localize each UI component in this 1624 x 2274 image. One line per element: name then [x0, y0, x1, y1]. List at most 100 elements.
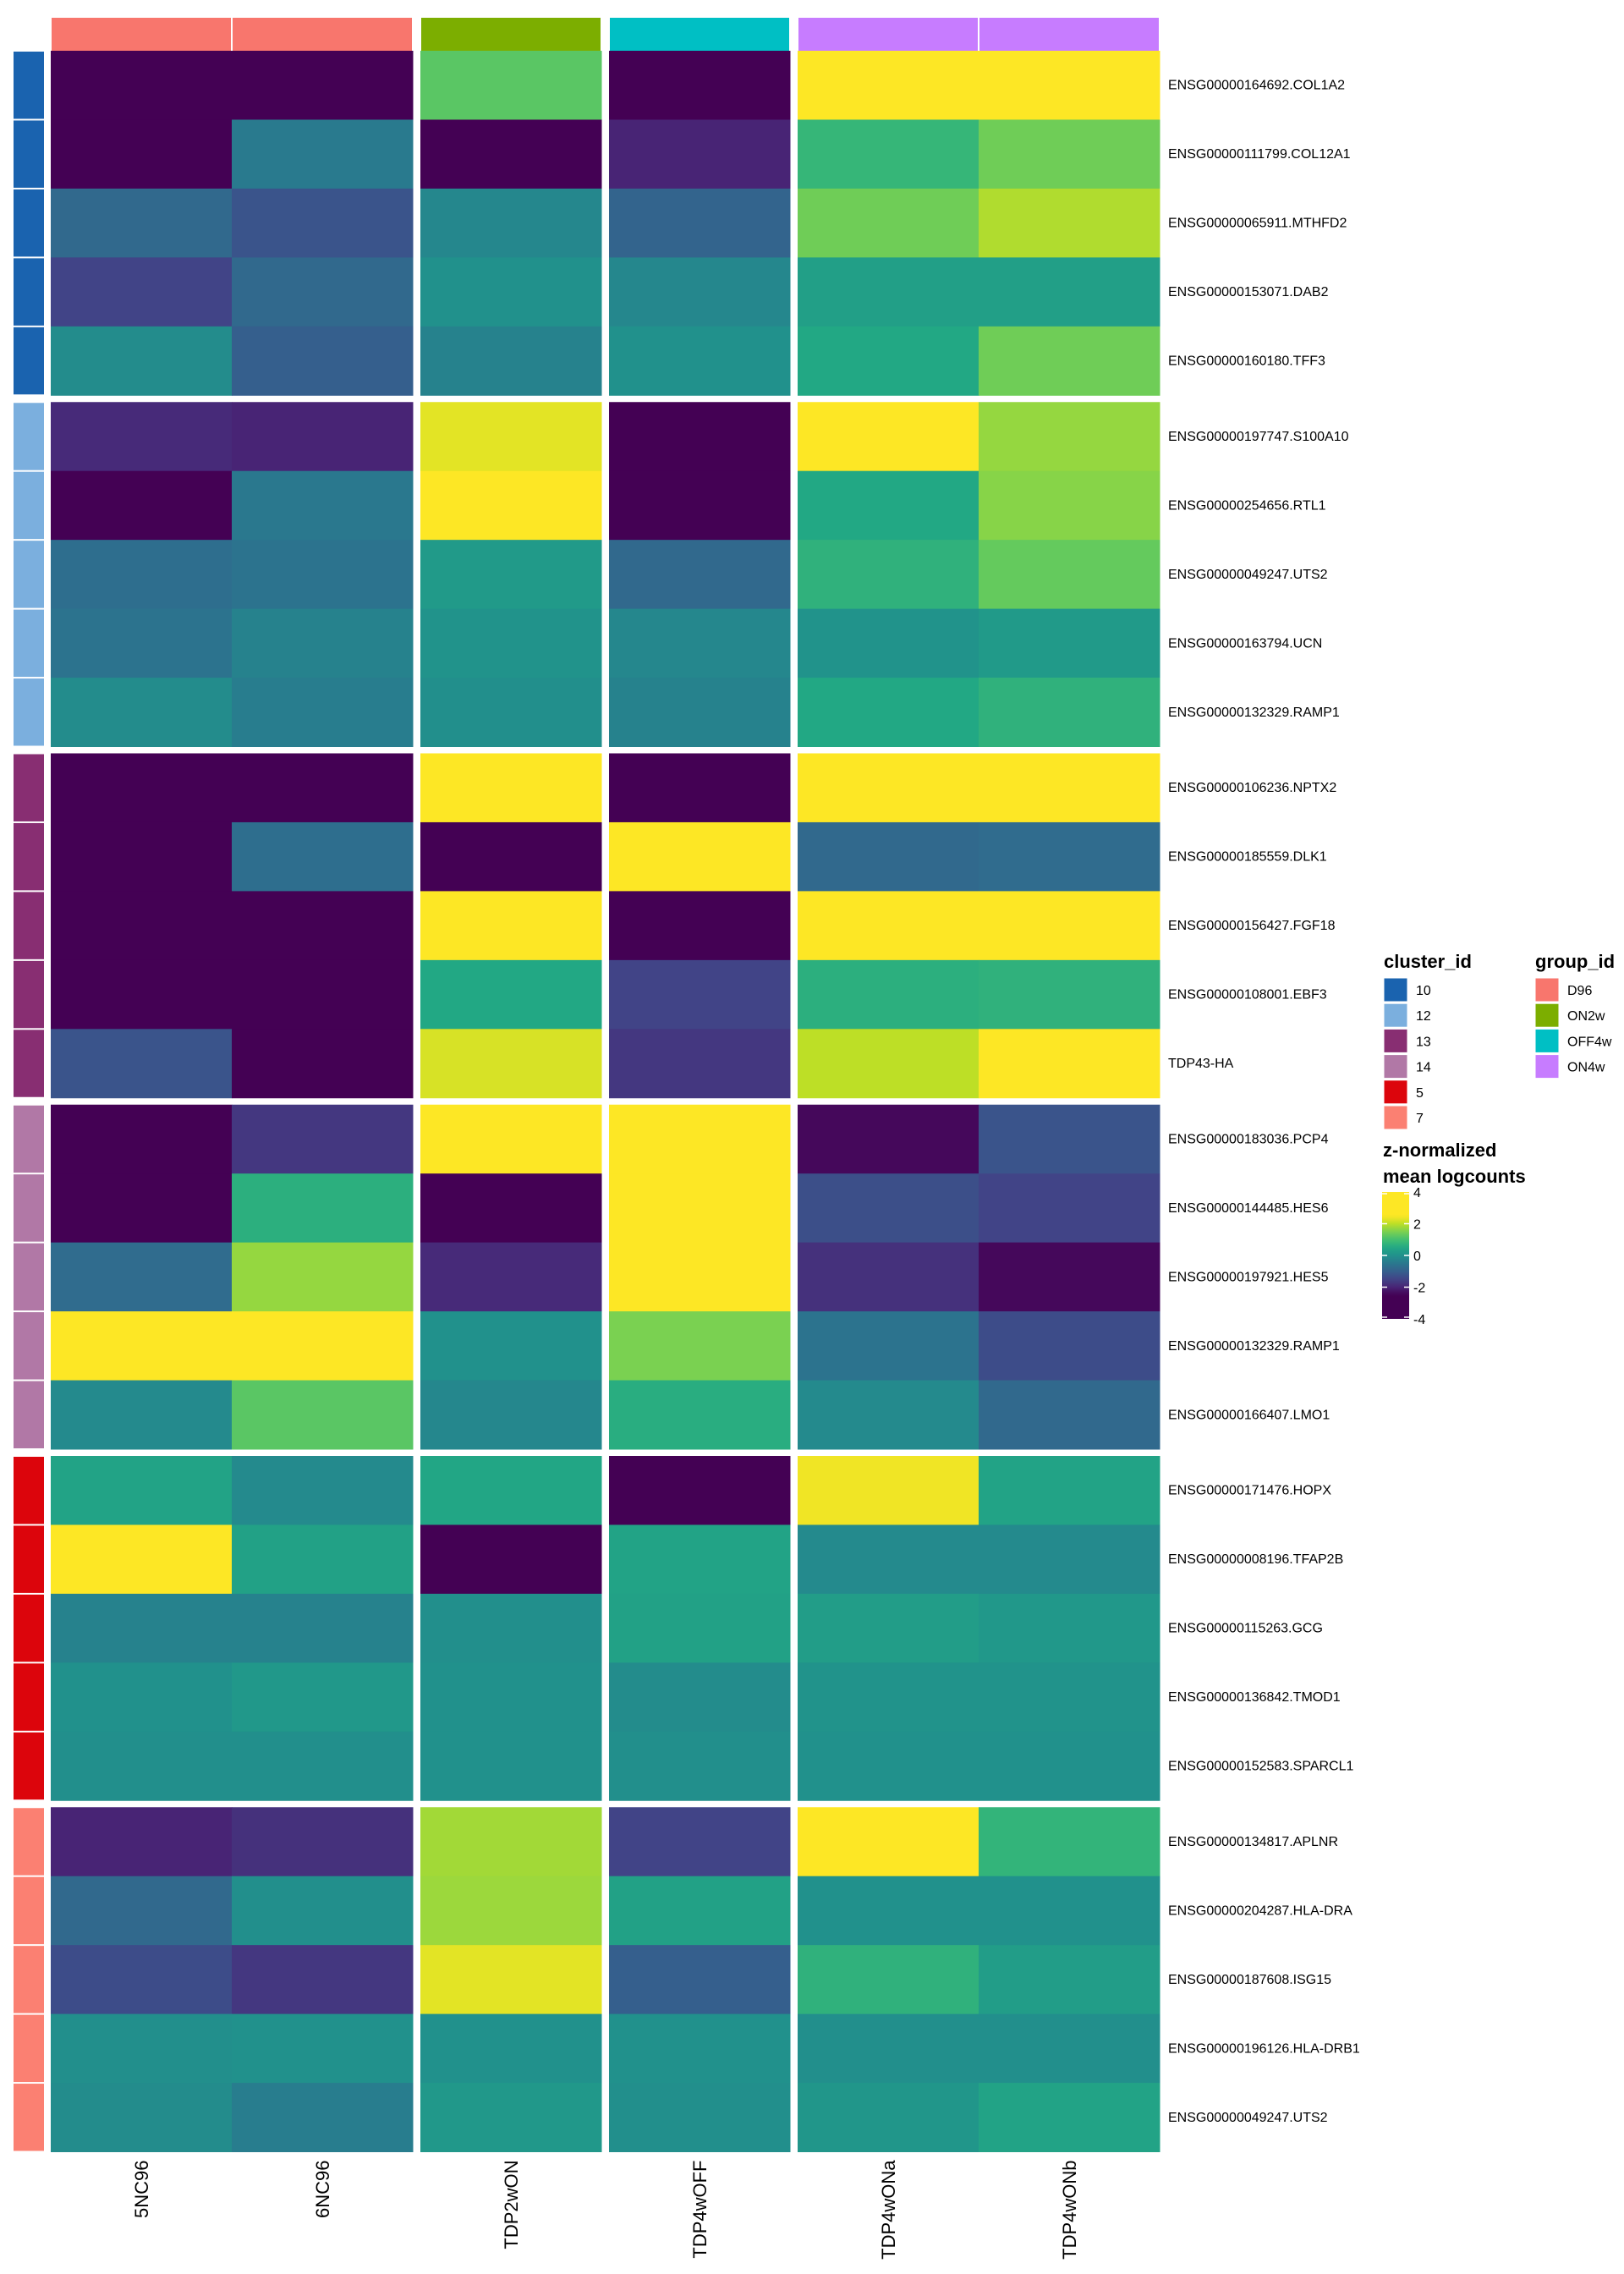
column-label: 5NC96	[131, 2161, 152, 2218]
heatmap-cell	[51, 540, 233, 610]
legend-label: 10	[1416, 984, 1431, 998]
heatmap-cell	[979, 1242, 1160, 1312]
cluster-annotation-cell	[14, 1663, 44, 1731]
heatmap-cell	[798, 1524, 979, 1595]
column-labels: 5NC96 6NC96 TDP2wON TDP4wOFF TDP4wONa TDP4wON…	[131, 2160, 1080, 2260]
heatmap-cell	[51, 1380, 233, 1450]
heatmap-cell	[232, 1876, 414, 1946]
row-label: ENSG00000163794.UCN	[1168, 636, 1322, 651]
heatmap-cell	[51, 1311, 233, 1381]
heatmap-cell	[420, 1104, 602, 1174]
legend-swatch	[1383, 1054, 1408, 1079]
row-label: ENSG00000065911.MTHFD2	[1168, 217, 1347, 231]
heatmap-cell	[979, 753, 1160, 823]
colorbar-tick-label: -2	[1413, 1282, 1425, 1296]
heatmap-cell	[51, 326, 233, 396]
cluster-annotation-cell	[14, 1174, 44, 1242]
heatmap-cell	[798, 1380, 979, 1450]
heatmap-cell	[609, 753, 791, 823]
row-label: ENSG00000171476.HOPX	[1168, 1484, 1331, 1498]
cluster-annotation-cell	[14, 2014, 44, 2083]
heatmap-cell	[420, 1311, 602, 1381]
cluster-annotation-cell	[14, 120, 44, 188]
heatmap-cell	[51, 821, 233, 892]
heatmap-cell	[798, 257, 979, 327]
colorbar-title-line-1: z-normalized	[1383, 1140, 1496, 1161]
heatmap-cell	[798, 402, 979, 472]
legend-group-title: group_id	[1535, 951, 1615, 972]
legend-colorbar: z-normalized mean logcounts 4 2 0 -2 -4	[1382, 1140, 1526, 1327]
heatmap-cell	[232, 257, 414, 327]
row-label: ENSG00000196126.HLA-DRB1	[1168, 2041, 1360, 2056]
legend-label: ON4w	[1567, 1061, 1605, 1075]
row-label: TDP43-HA	[1168, 1057, 1234, 1071]
heatmap-cell	[979, 1876, 1160, 1946]
heatmap-cell	[420, 1380, 602, 1450]
row-label: ENSG00000115263.GCG	[1168, 1622, 1323, 1636]
heatmap-cell	[979, 119, 1160, 190]
heatmap-cell	[979, 1731, 1160, 1801]
column-label: TDP2wON	[501, 2161, 522, 2249]
heatmap-cell	[232, 1029, 414, 1099]
colorbar-tick-label: 0	[1413, 1250, 1421, 1264]
heatmap-cell	[232, 821, 414, 892]
heatmap-cell	[51, 1945, 233, 2015]
heatmap-cell	[979, 1524, 1160, 1595]
heatmap-cell	[232, 678, 414, 747]
heatmap-cell	[51, 891, 233, 961]
heatmap-cell	[51, 753, 233, 823]
heatmap-cell	[232, 470, 414, 541]
row-label: ENSG00000153071.DAB2	[1168, 285, 1329, 299]
heatmap-cell	[420, 1945, 602, 2015]
heatmap-cell	[979, 1380, 1160, 1450]
heatmap-cell	[51, 1876, 233, 1946]
legend-swatch	[1534, 977, 1560, 1002]
heatmap-cell	[798, 1876, 979, 1946]
heatmap-cell	[232, 1731, 414, 1801]
cluster-annotation-cell	[14, 327, 44, 395]
cluster-annotation-cell	[14, 1243, 44, 1311]
cluster-annotation-cell	[14, 541, 44, 608]
legend-group-id: group_id D96 ON2w OFF4w ON4w	[1534, 951, 1615, 1079]
heatmap-cell	[51, 1456, 233, 1525]
heatmap-cell	[232, 753, 414, 823]
legend-cluster-id: cluster_id 10 12 13 14 5 7	[1383, 951, 1472, 1130]
heatmap-cell	[232, 51, 414, 120]
cluster-annotation-cell	[14, 892, 44, 959]
heatmap-cell	[979, 188, 1160, 258]
heatmap-cell	[51, 1173, 233, 1244]
heatmap-cell	[232, 326, 414, 396]
heatmap-cell	[609, 1876, 791, 1946]
row-label: ENSG00000106236.NPTX2	[1168, 781, 1336, 795]
heatmap-cell	[420, 1662, 602, 1733]
heatmap-cell	[609, 821, 791, 892]
heatmap-cell	[979, 1945, 1160, 2015]
legend-swatch	[1383, 1028, 1408, 1053]
row-label: ENSG00000160180.TFF3	[1168, 354, 1325, 369]
heatmap-cell	[420, 51, 602, 120]
heatmap-cell	[798, 540, 979, 610]
heatmap-cell	[420, 1731, 602, 1801]
heatmap-cell	[420, 753, 602, 823]
column-label: TDP4wOFF	[689, 2161, 710, 2259]
row-label: ENSG00000187608.ISG15	[1168, 1973, 1331, 1987]
heatmap-cell	[51, 257, 233, 327]
cluster-annotation-cell	[14, 471, 44, 540]
heatmap-cell	[798, 1945, 979, 2015]
cluster-annotation-cell	[14, 678, 44, 746]
heatmap-cell	[609, 1311, 791, 1381]
heatmap-cell	[609, 1524, 791, 1595]
heatmap-cell	[51, 1524, 233, 1595]
heatmap-cell	[420, 2083, 602, 2152]
heatmap-cell	[979, 2013, 1160, 2084]
cluster-annotation-cell	[14, 754, 44, 821]
column-label: TDP4wONa	[878, 2160, 899, 2260]
heatmap-cell	[420, 257, 602, 327]
cluster-annotation-cell	[14, 189, 44, 257]
heatmap-cell	[232, 1593, 414, 1663]
heatmap-cell	[232, 1173, 414, 1244]
heatmap-cell	[609, 1380, 791, 1450]
legend-label: ON2w	[1567, 1009, 1605, 1024]
heatmap-cell	[979, 1104, 1160, 1174]
